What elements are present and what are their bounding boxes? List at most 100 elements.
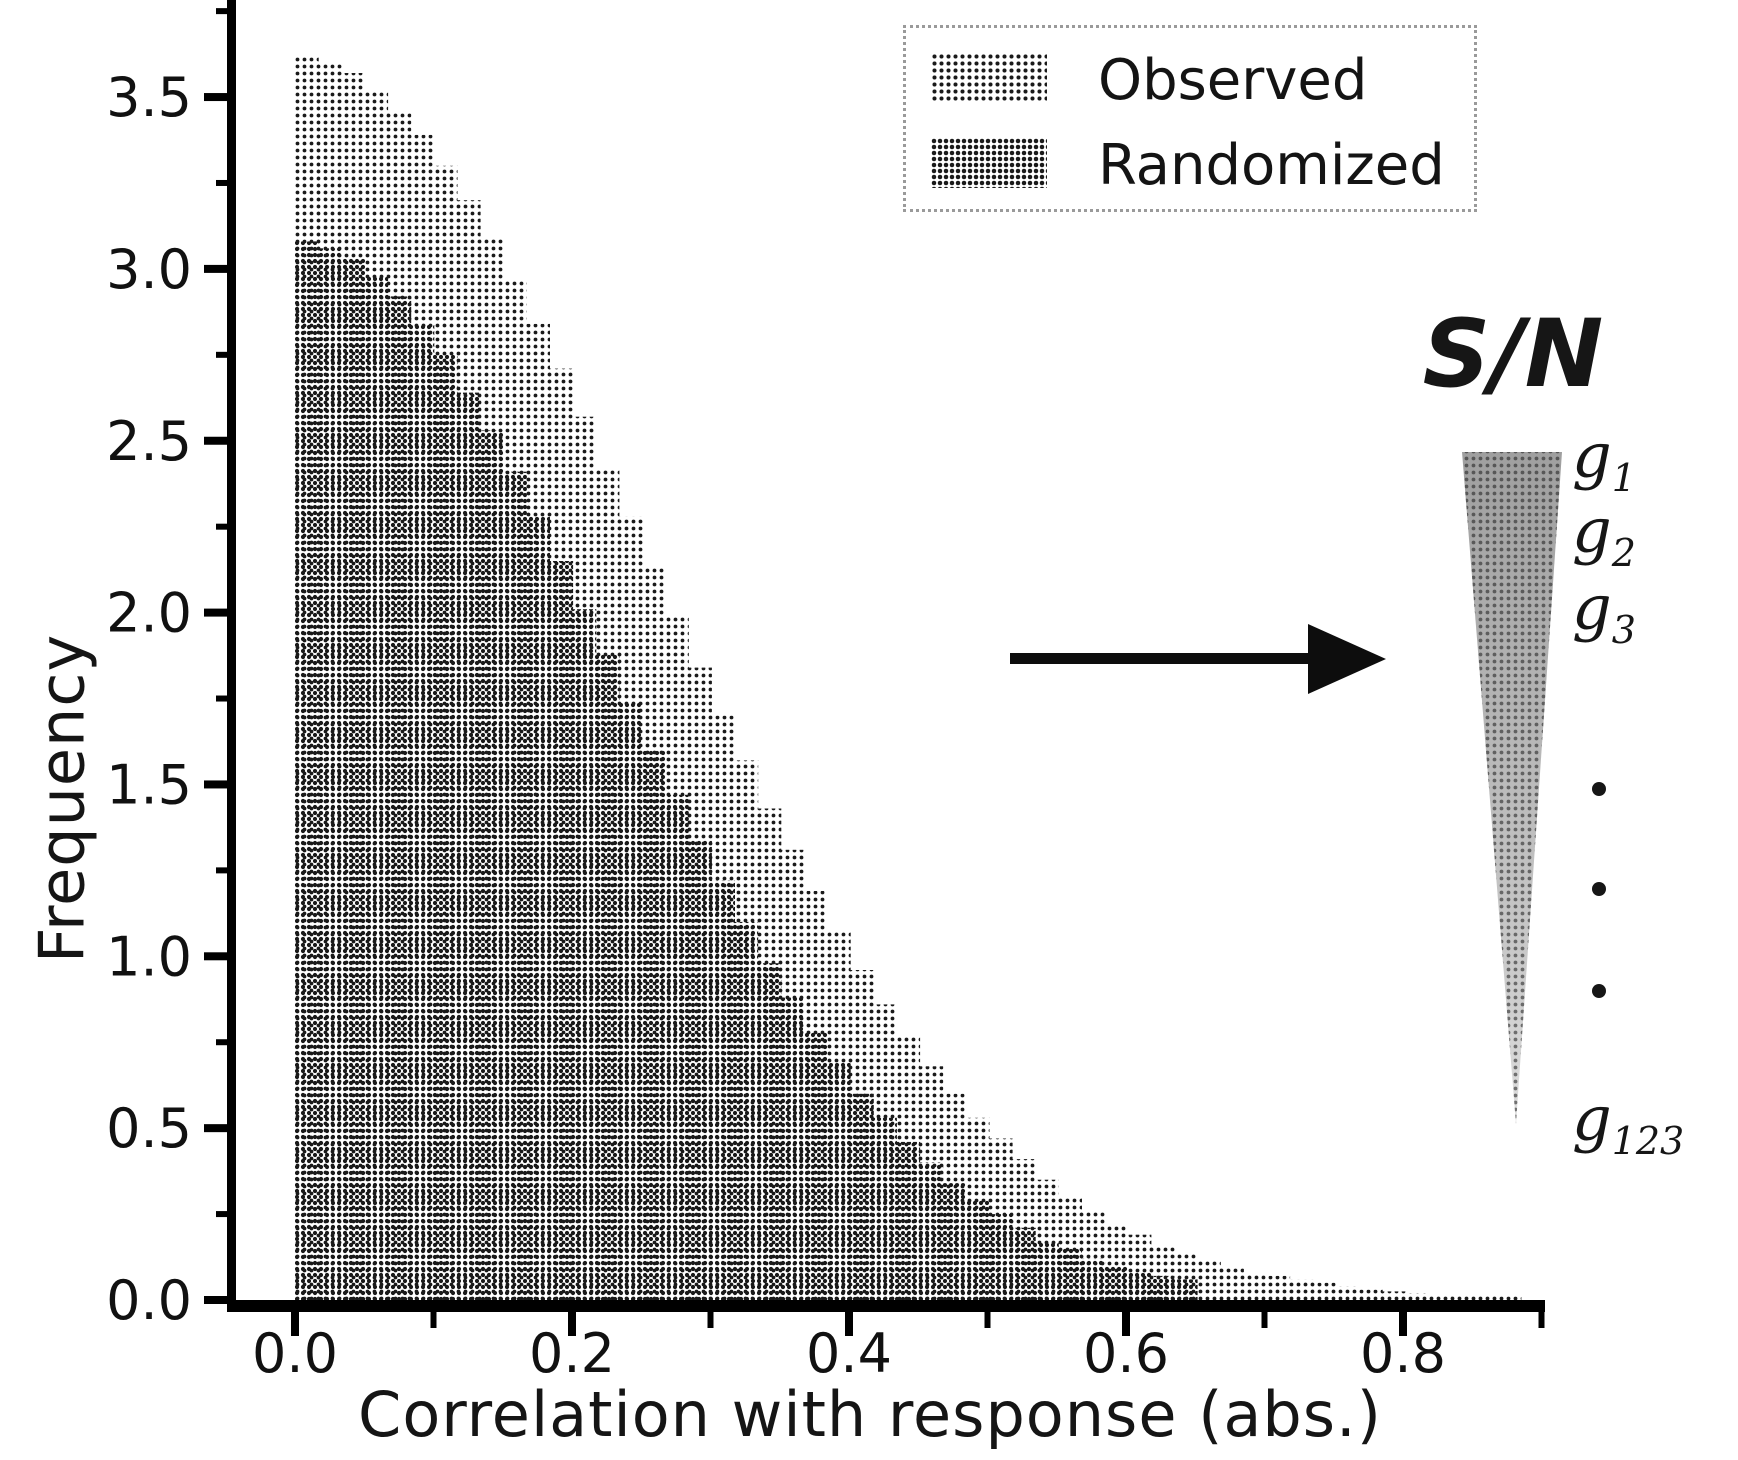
y-tick [204,1296,228,1304]
histogram-bar [688,839,712,1300]
x-minor-tick [707,1312,714,1328]
histogram-bar [1173,1279,1198,1300]
histogram-bar [873,1117,897,1300]
gene-label-g123: g123 [1572,1082,1685,1163]
annotation-arrow [1010,624,1386,694]
histogram-bar [1081,1258,1106,1300]
legend-item-randomized: Randomized [906,133,1474,198]
histogram-bar [1474,1295,1499,1300]
histogram-bar [850,1093,874,1300]
y-tick [204,436,228,445]
histogram-bar [1035,1241,1059,1300]
histogram-bar [1243,1272,1267,1300]
y-tick-label: 3.0 [106,238,192,301]
histogram-bar [1012,1227,1036,1300]
x-tick-label: 0.8 [1360,1322,1446,1385]
y-tick [204,1124,228,1133]
y-tick [204,93,228,102]
histogram-bar [1451,1295,1476,1300]
histogram-bar [572,609,597,1300]
histogram-bar [1266,1275,1291,1300]
histogram-bar [896,1141,921,1300]
histogram-bar [665,794,689,1300]
legend-label-observed: Observed [1098,48,1368,113]
histogram-bar [942,1183,967,1300]
arrow-head-icon [1308,624,1386,694]
histogram-bar [734,921,759,1300]
axes [204,0,1545,1336]
histogram-bar [387,296,412,1300]
histogram-bar [549,561,574,1300]
y-tick-label: 3.5 [106,66,192,129]
x-tick-label: 0.2 [529,1322,615,1385]
x-tick-label: 0.6 [1083,1322,1169,1385]
histogram-bar [1428,1294,1452,1300]
x-tick [568,1312,576,1336]
histogram-bar [1405,1293,1429,1300]
y-tick [204,608,228,617]
histogram-bar [318,248,342,1300]
y-tick-label: 0.5 [106,1097,192,1160]
histogram-bar [965,1200,990,1300]
histogram-bar [341,258,365,1301]
histogram-bar [456,392,481,1301]
histogram-bar [988,1214,1013,1300]
x-axis-line [227,1300,1545,1312]
x-minor-tick [1538,1312,1545,1328]
y-axis-spine [227,0,236,1310]
histogram-bar [1335,1286,1360,1300]
histogram-bar [480,430,504,1300]
histogram-bar [1220,1265,1244,1300]
histogram-bar [1150,1275,1175,1300]
x-minor-tick [984,1312,991,1328]
observed-swatch-icon [931,53,1047,103]
histogram-bar [1497,1296,1522,1300]
x-tick [291,1312,299,1336]
legend-box: Observed Randomized [903,25,1477,212]
histogram-bar [827,1062,851,1300]
histogram-bar [526,516,550,1300]
y-tick [204,952,228,961]
x-tick [845,1312,853,1336]
x-tick-label: 0.0 [252,1322,338,1385]
x-tick [1399,1312,1407,1336]
legend-label-randomized: Randomized [1098,133,1445,198]
histogram-bar [1289,1279,1314,1300]
histogram-bar [1382,1291,1406,1300]
legend-item-observed: Observed [906,48,1474,113]
histogram-bar [295,241,319,1300]
arrow-shaft [1010,653,1310,664]
sn-ratio-label: S/N [1422,300,1604,409]
histogram-bar [919,1162,944,1300]
y-tick-label: 0.0 [106,1269,192,1332]
histogram-bar [1197,1258,1221,1300]
histogram-bar [757,963,782,1300]
y-tick-label: 1.5 [106,753,192,816]
x-tick-label: 0.4 [806,1322,892,1385]
randomized-swatch-icon [931,138,1047,188]
y-axis-title: Frequency [25,633,99,964]
triangle-halftone-texture [1462,452,1562,1124]
y-minor-tick [216,523,228,530]
y-minor-tick [216,1039,228,1046]
histogram-bar [1104,1265,1129,1300]
x-axis-title: Correlation with response (abs.) [358,1378,1382,1451]
x-minor-tick [430,1312,437,1328]
y-minor-tick [216,179,228,186]
y-minor-tick [216,695,228,702]
y-tick [204,780,228,789]
y-tick-label: 1.0 [106,925,192,988]
histogram-bar [503,471,527,1300]
histogram-bar [410,323,435,1300]
x-tick [1122,1312,1130,1336]
ellipsis-dot-icon [1592,782,1606,796]
y-minor-tick [216,1211,228,1218]
y-minor-tick [216,351,228,358]
y-tick-label: 2.5 [106,410,192,473]
histogram-bar [803,1031,828,1300]
histogram-bar [1058,1248,1082,1300]
histogram-bar [1359,1289,1383,1300]
gene-label-g2: g2 [1572,494,1636,575]
